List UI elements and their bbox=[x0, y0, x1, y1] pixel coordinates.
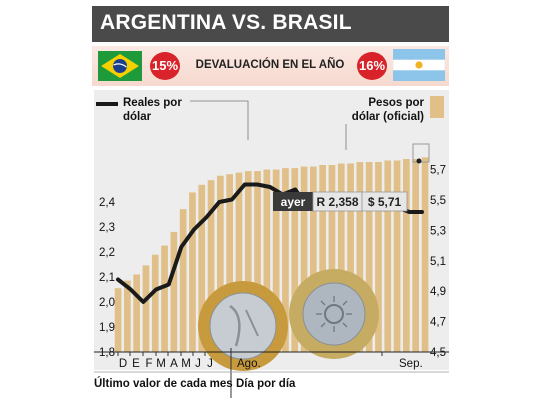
pesos-legend-label-1: Pesos por bbox=[368, 97, 424, 109]
reales-legend-leader bbox=[190, 100, 249, 140]
pesos-bar bbox=[114, 288, 122, 352]
left-axis-tick-label: 2,0 bbox=[99, 297, 115, 309]
coins-illustration bbox=[198, 269, 379, 371]
pesos-legend-swatch bbox=[430, 96, 444, 118]
right-axis-tick-label: 5,5 bbox=[430, 195, 446, 207]
latest-value-marker bbox=[416, 158, 422, 164]
pesos-bar bbox=[412, 159, 419, 352]
devaluation-label: DEVALUACIÓN EN EL AÑO bbox=[195, 59, 345, 71]
pesos-bar bbox=[282, 168, 289, 352]
pesos-bar bbox=[254, 171, 261, 352]
pesos-bars bbox=[114, 157, 429, 352]
footer-left-label: Último valor de cada mes bbox=[94, 378, 233, 390]
argentina-peso-coin-icon bbox=[289, 269, 379, 359]
page-title: ARGENTINA VS. BRASIL bbox=[100, 11, 352, 34]
pesos-bar bbox=[244, 171, 252, 352]
right-axis-tick-label: 4,7 bbox=[430, 317, 446, 329]
pesos-bar bbox=[198, 184, 206, 352]
pesos-bar bbox=[393, 160, 401, 352]
right-axis-tick-label: 4,5 bbox=[430, 347, 446, 359]
left-axis-ticks: 2,4 2,3 2,2 2,1 2,0 1,9 1,8 bbox=[99, 197, 116, 359]
x-axis-labels: D E F M A M J J Ago. Sep. bbox=[119, 358, 423, 370]
pesos-bar bbox=[142, 265, 150, 352]
pesos-bar bbox=[347, 163, 354, 352]
pesos-bar bbox=[226, 174, 233, 352]
pesos-bar bbox=[319, 165, 326, 352]
x-axis-month-label: M bbox=[156, 358, 166, 370]
left-axis-tick-label: 1,8 bbox=[99, 347, 115, 359]
right-axis-tick-label: 5,3 bbox=[430, 225, 446, 237]
right-axis-tick-label: 5,7 bbox=[430, 165, 446, 177]
pesos-bar bbox=[384, 160, 392, 352]
x-axis-month-label: M bbox=[181, 358, 191, 370]
right-axis-tick-label: 5,1 bbox=[430, 256, 446, 268]
pesos-bar bbox=[263, 169, 271, 352]
x-axis-month-label: F bbox=[145, 358, 152, 370]
x-axis-month-label: J bbox=[195, 358, 201, 370]
left-axis-tick-label: 2,1 bbox=[99, 272, 115, 284]
callout-reales-value: R 2,358 bbox=[316, 195, 358, 209]
pesos-bar bbox=[421, 157, 429, 352]
left-axis-tick-label: 2,2 bbox=[99, 247, 115, 259]
x-axis-month-label: E bbox=[132, 358, 140, 370]
pesos-bar bbox=[151, 254, 159, 352]
pesos-bar bbox=[133, 274, 140, 352]
x-axis-month-label: J bbox=[207, 358, 213, 370]
pesos-bar bbox=[207, 180, 215, 352]
pesos-bar bbox=[124, 280, 131, 352]
pesos-bar bbox=[217, 175, 224, 352]
callout-pesos-value: $ 5,71 bbox=[368, 195, 402, 209]
x-axis-month-label: D bbox=[119, 358, 127, 370]
argentina-flag-icon bbox=[393, 49, 445, 81]
footer-right-label: Día por día bbox=[236, 378, 296, 390]
pesos-bar bbox=[403, 159, 410, 352]
pesos-bar bbox=[189, 192, 196, 352]
callout-label: ayer bbox=[281, 195, 306, 209]
left-axis-tick-label: 1,9 bbox=[99, 322, 115, 334]
header-bar: ARGENTINA VS. BRASIL bbox=[92, 6, 449, 42]
brazil-devaluation-badge: 15% bbox=[150, 52, 180, 80]
reales-legend-label-1: Reales por bbox=[123, 97, 182, 109]
pesos-bar bbox=[291, 168, 299, 352]
left-axis-tick-label: 2,4 bbox=[99, 197, 116, 209]
right-axis-tick-label: 4,9 bbox=[430, 286, 446, 298]
x-axis-tick-marks bbox=[117, 352, 383, 356]
pesos-bar bbox=[235, 172, 243, 352]
pesos-bar bbox=[179, 209, 187, 352]
x-axis-month-label: A bbox=[170, 358, 178, 370]
pesos-bar bbox=[375, 162, 382, 352]
left-axis-tick-label: 2,3 bbox=[99, 222, 115, 234]
pesos-bar bbox=[272, 169, 280, 352]
x-axis-day-label: Ago. bbox=[237, 358, 261, 370]
x-axis-day-label: Sep. bbox=[399, 358, 423, 370]
pesos-bar bbox=[328, 165, 336, 352]
pesos-bar bbox=[161, 245, 168, 352]
pesos-legend-label-2: dólar (oficial) bbox=[352, 111, 424, 123]
latest-values-callout: ayer R 2,358 $ 5,71 bbox=[273, 191, 408, 212]
right-axis-ticks: 5,7 5,5 5,3 5,1 4,9 4,7 4,5 bbox=[430, 165, 446, 359]
pesos-bar bbox=[310, 166, 317, 352]
pesos-bar bbox=[365, 162, 373, 352]
pesos-bar bbox=[300, 166, 308, 352]
brazil-flag-icon bbox=[98, 51, 142, 81]
reales-legend-label-2: dólar bbox=[123, 111, 152, 123]
pesos-bar bbox=[170, 231, 178, 352]
pesos-bar bbox=[337, 163, 345, 352]
argentina-devaluation-badge: 16% bbox=[357, 52, 387, 80]
pesos-bar bbox=[356, 162, 364, 352]
brazil-real-coin-icon bbox=[198, 281, 288, 371]
